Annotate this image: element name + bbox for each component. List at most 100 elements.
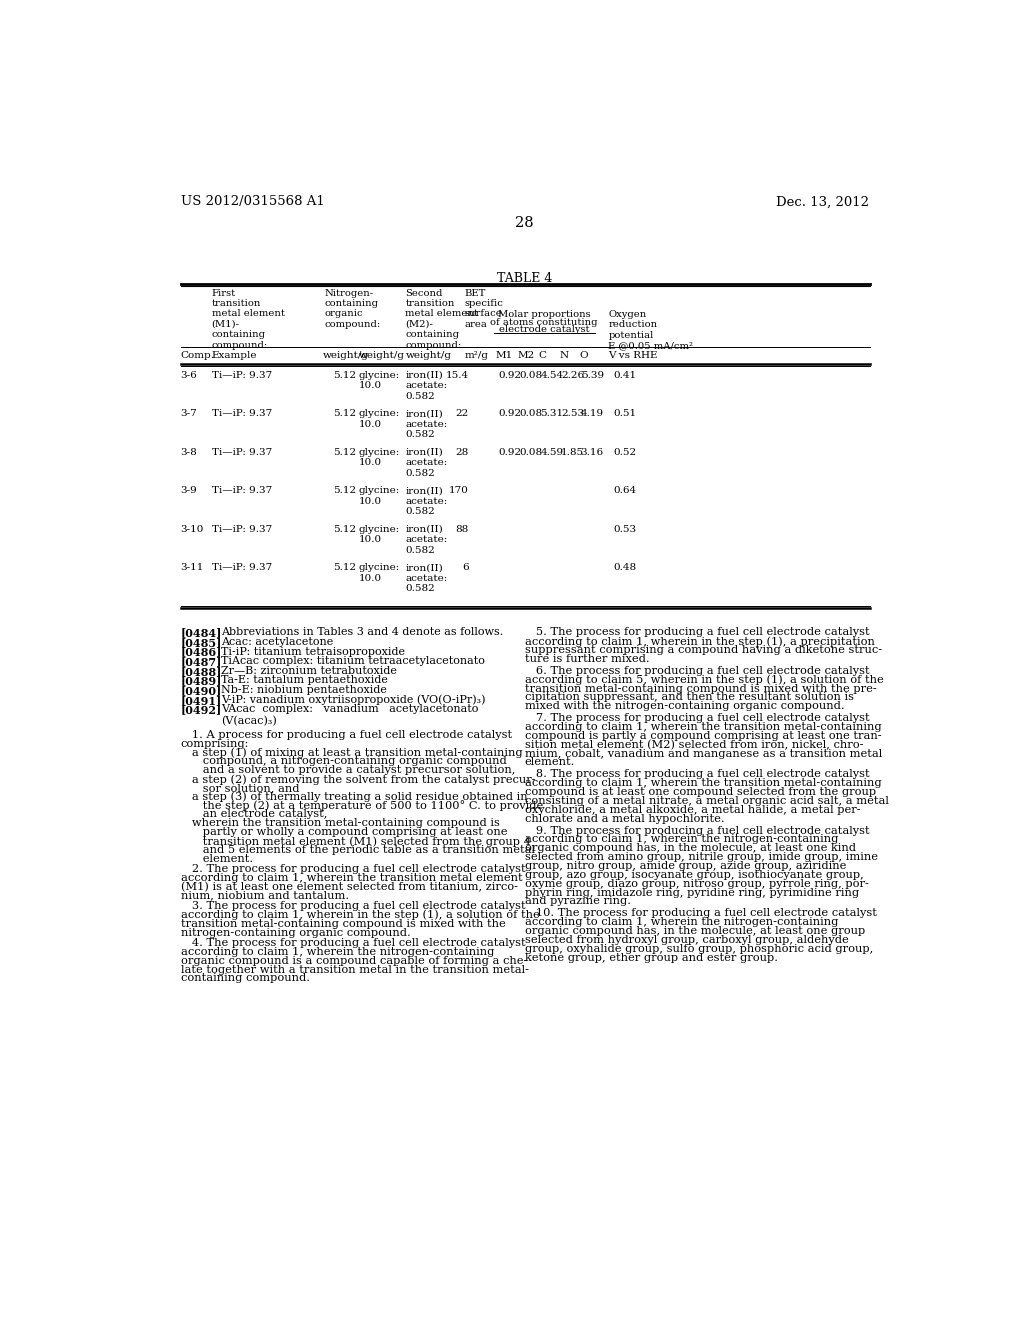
Text: [0486]: [0486] bbox=[180, 647, 222, 657]
Text: weight/g: weight/g bbox=[324, 351, 370, 360]
Text: First
transition
metal element
(M1)-
containing
compound:: First transition metal element (M1)- con… bbox=[212, 289, 285, 350]
Text: a step (1) of mixing at least a transition metal-containing: a step (1) of mixing at least a transiti… bbox=[180, 747, 522, 758]
Text: sor solution, and: sor solution, and bbox=[180, 783, 299, 793]
Text: TiAcac complex: titanium tetraacetylacetonato: TiAcac complex: titanium tetraacetylacet… bbox=[221, 656, 485, 667]
Text: 0.41: 0.41 bbox=[613, 371, 636, 380]
Text: 3-7: 3-7 bbox=[180, 409, 198, 418]
Text: glycine:
10.0: glycine: 10.0 bbox=[359, 371, 400, 391]
Text: V-iP: vanadium oxytriisopropoxide (VO(O-iPr)₃): V-iP: vanadium oxytriisopropoxide (VO(O-… bbox=[221, 694, 485, 705]
Text: 2. The process for producing a fuel cell electrode catalyst: 2. The process for producing a fuel cell… bbox=[180, 865, 525, 874]
Text: 6. The process for producing a fuel cell electrode catalyst: 6. The process for producing a fuel cell… bbox=[524, 665, 869, 676]
Text: [0490]: [0490] bbox=[180, 685, 222, 696]
Text: selected from hydroxyl group, carboxyl group, aldehyde: selected from hydroxyl group, carboxyl g… bbox=[524, 935, 849, 945]
Text: partly or wholly a compound comprising at least one: partly or wholly a compound comprising a… bbox=[180, 828, 507, 837]
Text: 28: 28 bbox=[456, 447, 469, 457]
Text: 8. The process for producing a fuel cell electrode catalyst: 8. The process for producing a fuel cell… bbox=[524, 770, 869, 779]
Text: group, oxyhalide group, sulfo group, phosphoric acid group,: group, oxyhalide group, sulfo group, pho… bbox=[524, 944, 873, 954]
Text: 5.31: 5.31 bbox=[541, 409, 563, 418]
Text: Comp.: Comp. bbox=[180, 351, 215, 360]
Text: TABLE 4: TABLE 4 bbox=[497, 272, 553, 285]
Text: ketone group, ether group and ester group.: ketone group, ether group and ester grou… bbox=[524, 953, 778, 962]
Text: 15.4: 15.4 bbox=[445, 371, 469, 380]
Text: weight/g: weight/g bbox=[359, 351, 404, 360]
Text: transition metal-containing compound is mixed with the pre-: transition metal-containing compound is … bbox=[524, 684, 877, 693]
Text: compound is partly a compound comprising at least one tran-: compound is partly a compound comprising… bbox=[524, 731, 882, 741]
Text: M1: M1 bbox=[496, 351, 513, 360]
Text: [0492]: [0492] bbox=[180, 705, 222, 715]
Text: Molar proportions: Molar proportions bbox=[498, 310, 591, 319]
Text: element.: element. bbox=[180, 854, 253, 863]
Text: 9. The process for producing a fuel cell electrode catalyst: 9. The process for producing a fuel cell… bbox=[524, 825, 869, 836]
Text: selected from amino group, nitrile group, imide group, imine: selected from amino group, nitrile group… bbox=[524, 853, 878, 862]
Text: compound is at least one compound selected from the group: compound is at least one compound select… bbox=[524, 787, 876, 797]
Text: iron(II)
acetate:
0.582: iron(II) acetate: 0.582 bbox=[406, 487, 447, 516]
Text: comprising:: comprising: bbox=[180, 739, 249, 748]
Text: 0.48: 0.48 bbox=[613, 564, 636, 573]
Text: 1. A process for producing a fuel cell electrode catalyst: 1. A process for producing a fuel cell e… bbox=[180, 730, 512, 739]
Text: glycine:
10.0: glycine: 10.0 bbox=[359, 564, 400, 583]
Text: 4.54: 4.54 bbox=[541, 371, 563, 380]
Text: Ti—iP: 9.37: Ti—iP: 9.37 bbox=[212, 564, 272, 573]
Text: a step (2) of removing the solvent from the catalyst precur-: a step (2) of removing the solvent from … bbox=[180, 774, 536, 784]
Text: 88: 88 bbox=[456, 525, 469, 533]
Text: group, azo group, isocyanate group, isothiocyanate group,: group, azo group, isocyanate group, isot… bbox=[524, 870, 863, 880]
Text: 5.39: 5.39 bbox=[581, 371, 604, 380]
Text: 0.51: 0.51 bbox=[613, 409, 636, 418]
Text: organic compound is a compound capable of forming a che-: organic compound is a compound capable o… bbox=[180, 956, 527, 966]
Text: group, nitro group, amide group, azide group, aziridine: group, nitro group, amide group, azide g… bbox=[524, 861, 846, 871]
Text: 5.12: 5.12 bbox=[333, 564, 355, 573]
Text: according to claim 5, wherein in the step (1), a solution of the: according to claim 5, wherein in the ste… bbox=[524, 675, 884, 685]
Text: m²/g: m²/g bbox=[464, 351, 488, 360]
Text: 3.16: 3.16 bbox=[581, 447, 604, 457]
Text: 3-9: 3-9 bbox=[180, 487, 198, 495]
Text: containing compound.: containing compound. bbox=[180, 973, 309, 983]
Text: oxyme group, diazo group, nitroso group, pyrrole ring, por-: oxyme group, diazo group, nitroso group,… bbox=[524, 879, 868, 888]
Text: wherein the transition metal-containing compound is: wherein the transition metal-containing … bbox=[180, 818, 500, 828]
Text: 5.12: 5.12 bbox=[333, 371, 355, 380]
Text: Ti—iP: 9.37: Ti—iP: 9.37 bbox=[212, 525, 272, 533]
Text: 7. The process for producing a fuel cell electrode catalyst: 7. The process for producing a fuel cell… bbox=[524, 713, 869, 723]
Text: cipitation suppressant, and then the resultant solution is: cipitation suppressant, and then the res… bbox=[524, 693, 854, 702]
Text: VAcac  complex:   vanadium   acetylacetonato
(V(acac)₃): VAcac complex: vanadium acetylacetonato … bbox=[221, 705, 478, 726]
Text: according to claim 1, wherein the transition metal-containing: according to claim 1, wherein the transi… bbox=[524, 779, 882, 788]
Text: 2.53: 2.53 bbox=[561, 409, 585, 418]
Text: Zr—B: zirconium tetrabutoxide: Zr—B: zirconium tetrabutoxide bbox=[221, 665, 397, 676]
Text: Ti—iP: 9.37: Ti—iP: 9.37 bbox=[212, 371, 272, 380]
Text: iron(II)
acetate:
0.582: iron(II) acetate: 0.582 bbox=[406, 525, 447, 554]
Text: iron(II)
acetate:
0.582: iron(II) acetate: 0.582 bbox=[406, 371, 447, 401]
Text: compound, a nitrogen-containing organic compound: compound, a nitrogen-containing organic … bbox=[180, 756, 507, 767]
Text: 3-6: 3-6 bbox=[180, 371, 198, 380]
Text: Ti—iP: 9.37: Ti—iP: 9.37 bbox=[212, 409, 272, 418]
Text: according to claim 1, wherein the transition metal element: according to claim 1, wherein the transi… bbox=[180, 873, 522, 883]
Text: of atoms constituting: of atoms constituting bbox=[490, 318, 598, 327]
Text: electrode catalyst: electrode catalyst bbox=[499, 326, 590, 334]
Text: 1.85: 1.85 bbox=[561, 447, 585, 457]
Text: Dec. 13, 2012: Dec. 13, 2012 bbox=[776, 195, 869, 209]
Text: 5. The process for producing a fuel cell electrode catalyst: 5. The process for producing a fuel cell… bbox=[524, 627, 869, 638]
Text: 0.52: 0.52 bbox=[613, 447, 636, 457]
Text: organic compound has, in the molecule, at least one kind: organic compound has, in the molecule, a… bbox=[524, 843, 856, 853]
Text: [0487]: [0487] bbox=[180, 656, 222, 667]
Text: 3-8: 3-8 bbox=[180, 447, 198, 457]
Text: iron(II)
acetate:
0.582: iron(II) acetate: 0.582 bbox=[406, 564, 447, 593]
Text: 2.26: 2.26 bbox=[561, 371, 585, 380]
Text: 28: 28 bbox=[515, 216, 535, 230]
Text: according to claim 1, wherein the nitrogen-containing: according to claim 1, wherein the nitrog… bbox=[524, 834, 839, 845]
Text: chlorate and a metal hypochlorite.: chlorate and a metal hypochlorite. bbox=[524, 813, 724, 824]
Text: [0484]: [0484] bbox=[180, 627, 222, 639]
Text: consisting of a metal nitrate, a metal organic acid salt, a metal: consisting of a metal nitrate, a metal o… bbox=[524, 796, 889, 807]
Text: glycine:
10.0: glycine: 10.0 bbox=[359, 447, 400, 467]
Text: 3-10: 3-10 bbox=[180, 525, 204, 533]
Text: element.: element. bbox=[524, 758, 575, 767]
Text: according to claim 1, wherein the transition metal-containing: according to claim 1, wherein the transi… bbox=[524, 722, 882, 733]
Text: 5.12: 5.12 bbox=[333, 525, 355, 533]
Text: 0.08: 0.08 bbox=[519, 371, 543, 380]
Text: and 5 elements of the periodic table as a transition metal: and 5 elements of the periodic table as … bbox=[180, 845, 535, 855]
Text: Ti-iP: titanium tetraisopropoxide: Ti-iP: titanium tetraisopropoxide bbox=[221, 647, 406, 656]
Text: C: C bbox=[539, 351, 547, 360]
Text: US 2012/0315568 A1: US 2012/0315568 A1 bbox=[180, 195, 325, 209]
Text: suppressant comprising a compound having a diketone struc-: suppressant comprising a compound having… bbox=[524, 645, 882, 655]
Text: the step (2) at a temperature of 500 to 1100° C. to provide: the step (2) at a temperature of 500 to … bbox=[180, 800, 543, 812]
Text: 3-11: 3-11 bbox=[180, 564, 204, 573]
Text: Second
transition
metal element
(M2)-
containing
compound:: Second transition metal element (M2)- co… bbox=[406, 289, 478, 350]
